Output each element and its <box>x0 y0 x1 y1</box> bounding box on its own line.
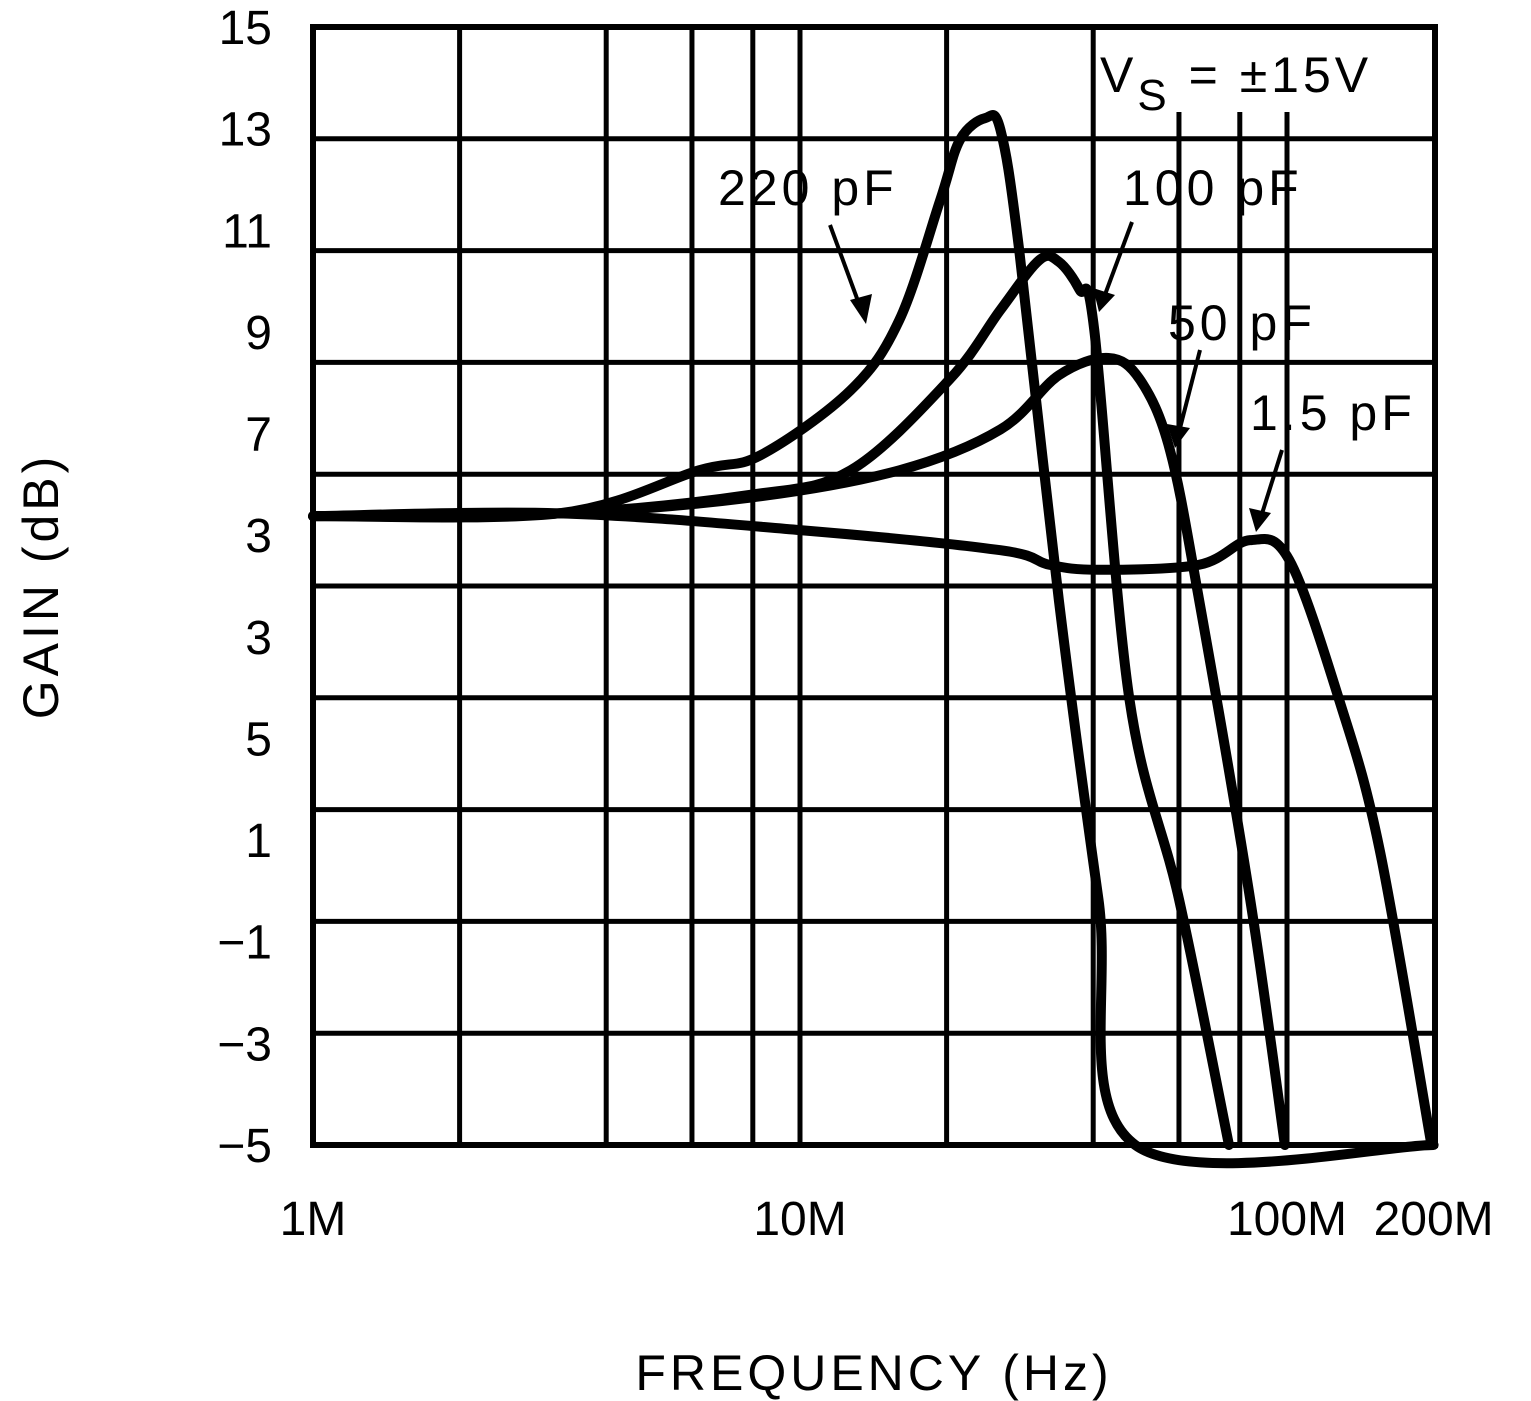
x-tick-labels: 1M 10M 100M 200M <box>280 1193 1494 1246</box>
x-tick-label: 1M <box>280 1193 347 1246</box>
curves <box>308 110 1439 1169</box>
y-tick-label: 11 <box>222 205 272 258</box>
x-tick-label: 10M <box>753 1193 846 1246</box>
y-tick-label: 15 <box>219 2 272 55</box>
series-label-220pf: 220 pF <box>718 160 898 216</box>
y-tick-label: −1 <box>217 917 272 970</box>
y-tick-label: 7 <box>245 409 272 462</box>
x-tick-label: 200M <box>1374 1193 1494 1246</box>
series-curve-50-pf <box>308 352 1290 1150</box>
y-tick-label: 3 <box>245 612 272 665</box>
y-tick-label: 5 <box>245 713 272 766</box>
series-curve-220-pf <box>308 110 1439 1169</box>
y-tick-label: −3 <box>217 1018 272 1071</box>
y-tick-label: −5 <box>217 1120 272 1173</box>
annotation-box <box>1096 30 1432 112</box>
arrow-50pf <box>1176 349 1202 437</box>
plot-frame <box>310 24 1438 1148</box>
arrowhead-50pf <box>1167 424 1190 448</box>
y-axis-label: GAIN (dB) <box>13 453 69 720</box>
series-label-100pf: 100 pF <box>1123 160 1303 216</box>
x-axis-label: FREQUENCY (Hz) <box>635 1345 1112 1401</box>
x-tick-label: 100M <box>1227 1193 1347 1246</box>
y-tick-label: 1 <box>245 815 272 868</box>
arrowhead-220pf <box>850 294 872 324</box>
y-tick-label: 13 <box>219 104 272 157</box>
series-label-1-5pf: 1.5 pF <box>1250 385 1416 441</box>
arrowhead-100pf <box>1093 288 1115 312</box>
series-curve-1-5-pf <box>308 507 1437 1150</box>
y-tick-labels: 15 13 11 9 7 3 3 5 1 −1 −3 −5 <box>217 2 272 1173</box>
annotation-vs: VS = ±15V <box>1100 47 1372 120</box>
arrow-220pf <box>828 224 864 313</box>
series-label-50pf: 50 pF <box>1168 295 1316 351</box>
y-tick-label: 3 <box>245 510 272 563</box>
arrowhead-1-5pf <box>1249 508 1271 532</box>
arrow-1-5pf <box>1258 449 1284 521</box>
y-tick-label: 9 <box>245 307 272 360</box>
arrow-100pf <box>1101 221 1134 301</box>
